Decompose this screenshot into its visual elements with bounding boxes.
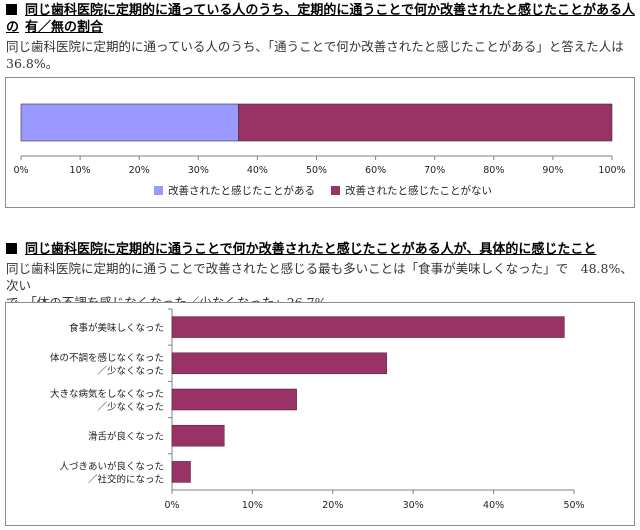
chart1-bar-segment-2: [238, 103, 613, 142]
chart2-category-label: 大きな病気をしなくなった: [50, 388, 164, 400]
chart2-x-tick-label: 20%: [322, 500, 343, 511]
chart1-x-tick-label: 100%: [598, 165, 625, 176]
chart1-x-tick-label: 40%: [247, 165, 268, 176]
chart2-category-label: ／少なくなった: [97, 366, 164, 377]
chart2-category-label: ／少なくなった: [97, 402, 164, 413]
chart2-category-label: 体の不調を感じなくなった: [50, 352, 164, 364]
section1-paragraph-line1: 同じ歯科医院に定期的に通っている人のうち、「通うことで何か改善されたと感じたこと…: [6, 39, 624, 54]
chart2-x-tick-label: 40%: [483, 500, 504, 511]
chart1-x-tick-label: 20%: [129, 165, 150, 176]
section2-heading-text: 同じ歯科医院に定期的に通うことで何か改善されたと感じたことがある人が、具体的に感…: [25, 242, 597, 257]
chart2-bar-3: [171, 388, 297, 411]
section2-paragraph-line1: 同じ歯科医院に定期的に通うことで改善されたと感じる最も多いことは「食事が美味しく…: [6, 261, 633, 293]
section1-paragraph: 同じ歯科医院に定期的に通っている人のうち、「通うことで何か改善されたと感じたこと…: [6, 38, 636, 72]
chart2-x-tick-label: 0%: [164, 500, 179, 511]
square-bullet-icon: [6, 4, 17, 15]
chart2-category-label: 食事が美味しくなった: [69, 322, 164, 334]
chart2-category-label: ／社交的になった: [88, 473, 164, 485]
chart2-x-tick-label: 30%: [403, 500, 424, 511]
chart1-x-tick-label: 10%: [70, 165, 91, 176]
chart2-category-label: 人づきあいが良くなった: [59, 460, 164, 472]
section1-heading-line1: 同じ歯科医院に定期的に通っている人のうち、定期的に通うことで何か改善されたと感じ…: [6, 3, 635, 35]
chart2-svg: 食事が美味しくなった体の不調を感じなくなった／少なくなった大きな病気をしなくなっ…: [50, 308, 585, 511]
section2-heading: 同じ歯科医院に定期的に通うことで何か改善されたと感じたことがある人が、具体的に感…: [6, 241, 596, 258]
chart1-panel: 0% 10% 20% 30% 40% 50% 60% 70% 80% 90% 100% 改善されたと感…: [5, 77, 635, 208]
square-bullet-icon: [6, 243, 17, 254]
chart2-x-tick-label: 10%: [242, 500, 263, 511]
chart1-bar-segment-1: [20, 103, 239, 142]
section1-paragraph-line2: 36.8%。: [6, 56, 59, 71]
chart2-bar-5: [171, 461, 191, 483]
chart2-bar-4: [171, 424, 225, 447]
chart1-x-tick-label: 50%: [306, 165, 327, 176]
chart1-svg: 0% 10% 20% 30% 40% 50% 60% 70% 80% 90% 100% 改善されたと感…: [13, 103, 626, 197]
chart1-x-tick-label: 0%: [13, 165, 28, 176]
chart2-bar-1: [171, 316, 565, 338]
chart1-legend-swatch-2: [331, 186, 340, 195]
section1-heading-line2: 有／無の割合: [25, 20, 104, 35]
chart2-panel: 食事が美味しくなった 体の不調を感じなくなった ／少なくなった 大きな病気をしなくなっ…: [5, 302, 635, 526]
chart1-x-tick-label: 90%: [542, 165, 563, 176]
chart1-x-tick-label: 80%: [483, 165, 504, 176]
chart2-x-tick-label: 50%: [563, 500, 584, 511]
chart1-x-tick-label: 30%: [188, 165, 209, 176]
chart2-bar-2: [171, 352, 387, 375]
section1-heading-cont: 有／無の割合: [25, 19, 103, 36]
chart1-legend-label-1: 改善されたと感じたことがある: [168, 184, 315, 197]
chart1-legend-swatch-1: [154, 186, 163, 195]
chart1-x-tick-label: 60%: [365, 165, 386, 176]
section1-heading: 同じ歯科医院に定期的に通っている人のうち、定期的に通うことで何か改善されたと感じ…: [6, 2, 640, 36]
chart2-category-label: 滑舌が良くなった: [88, 431, 164, 443]
chart1-legend-label-2: 改善されたと感じたことがない: [345, 184, 492, 197]
chart1-x-tick-label: 70%: [424, 165, 445, 176]
